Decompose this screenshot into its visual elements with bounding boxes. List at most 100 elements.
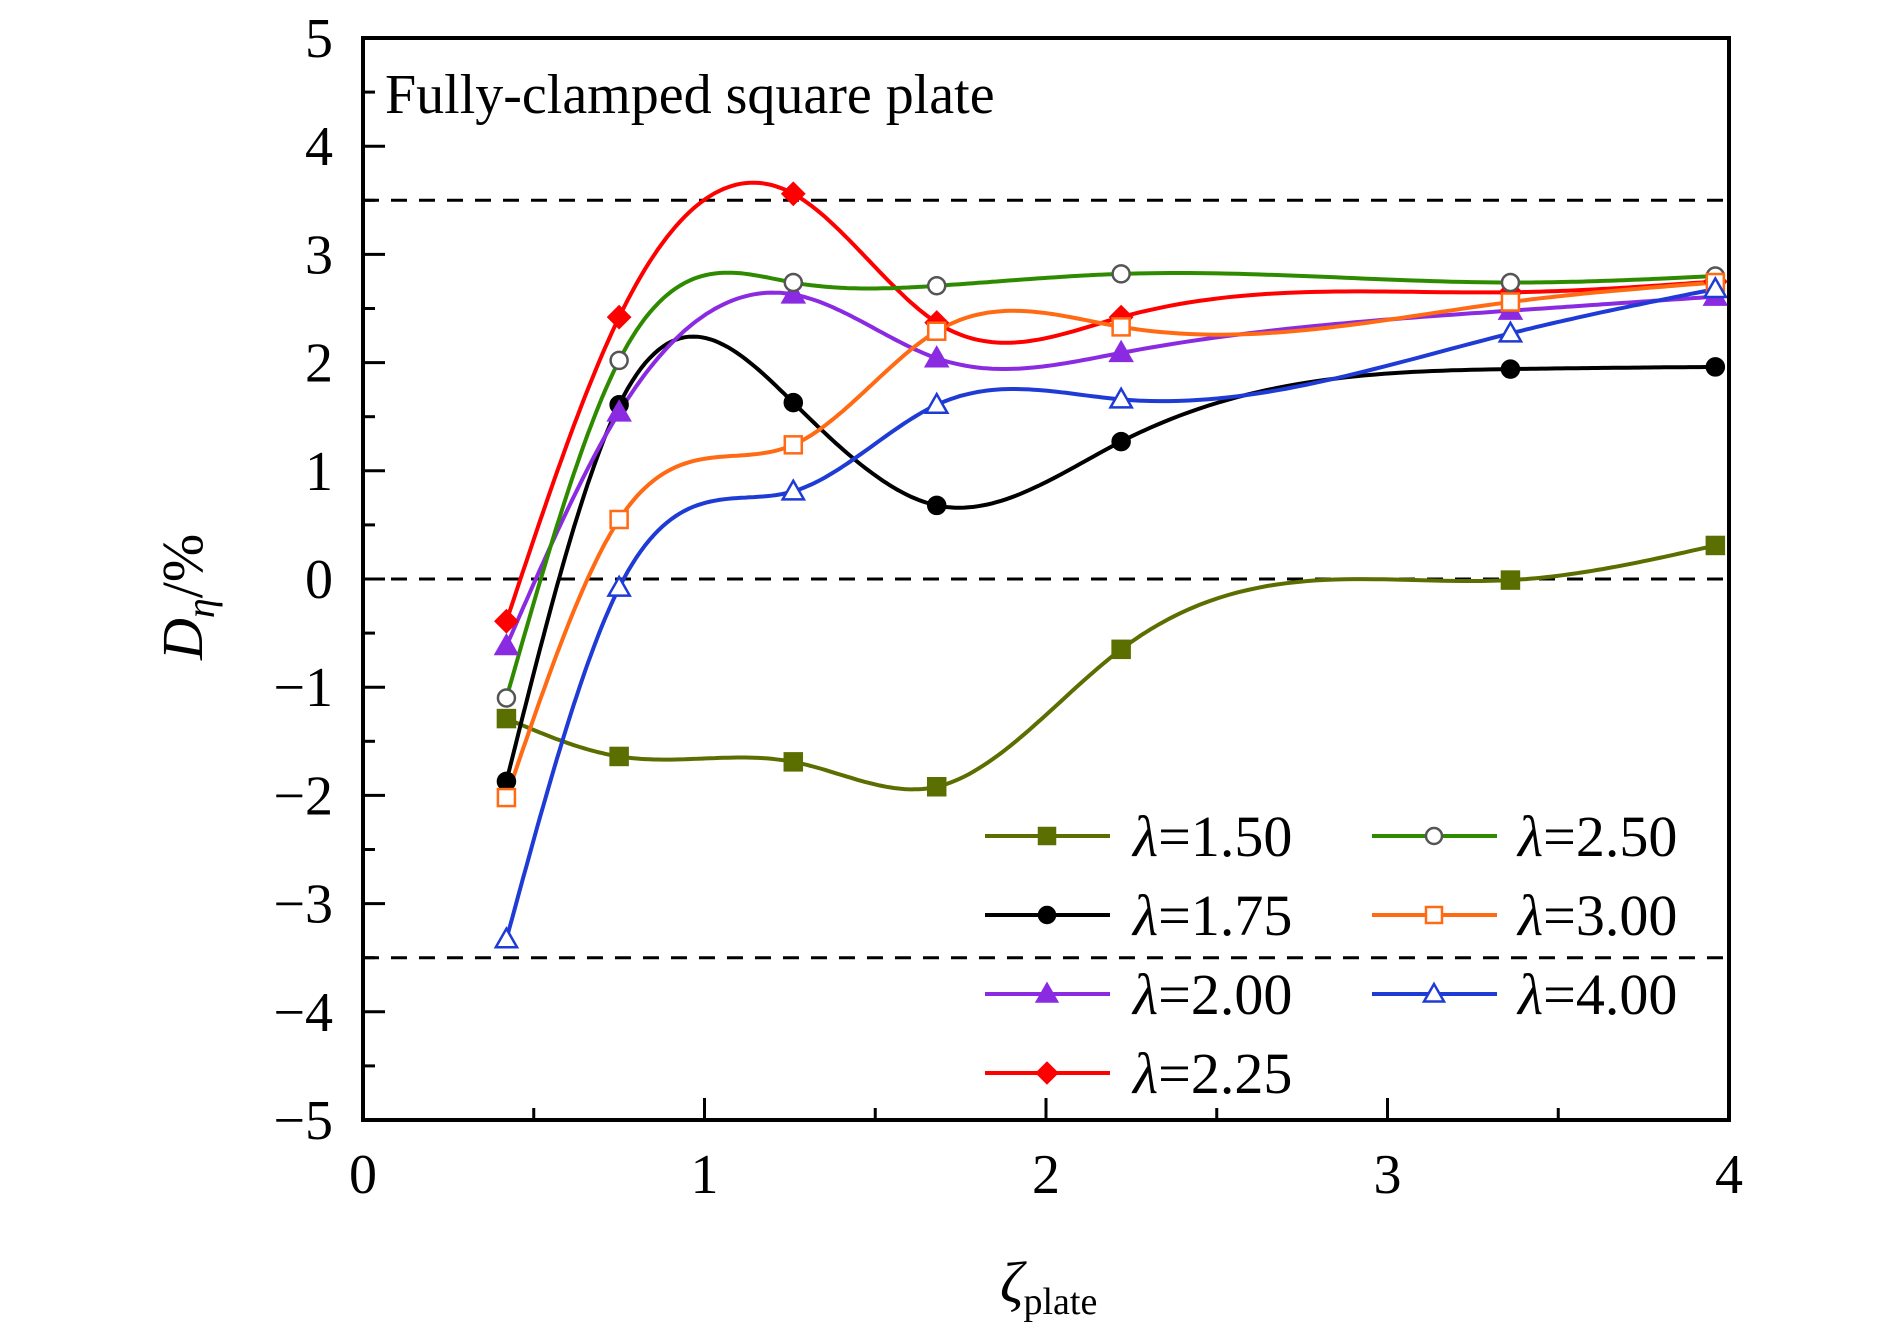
legend-label: λ=2.50	[1516, 804, 1677, 869]
data-point	[783, 435, 804, 455]
data-point	[496, 771, 517, 792]
data-point	[1497, 320, 1524, 343]
legend-item: λ=2.50	[1372, 804, 1677, 869]
legend-label-value: =3.00	[1543, 883, 1677, 948]
data-point	[1500, 272, 1521, 293]
axis-ticks	[361, 36, 1731, 1122]
x-tick-label: 3	[1374, 1144, 1402, 1206]
data-point	[493, 926, 520, 949]
data-point	[496, 688, 517, 708]
data-point	[606, 304, 632, 330]
y-tick-label: 2	[305, 333, 333, 395]
data-point	[926, 776, 947, 797]
legend: λ=1.50λ=1.75λ=2.00λ=2.25λ=2.50λ=3.00λ=4.…	[985, 804, 1677, 1106]
legend-label: λ=2.25	[1131, 1041, 1292, 1106]
x-axis-label-symbol: ζ	[1000, 1250, 1027, 1315]
legend-swatch-marker	[1424, 905, 1444, 925]
x-tick-label: 4	[1715, 1144, 1743, 1206]
reference-lines	[363, 198, 1729, 960]
data-point	[1111, 264, 1131, 284]
data-point	[926, 495, 947, 516]
legend-swatch-marker	[1034, 981, 1060, 1003]
data-point	[1705, 535, 1726, 556]
y-axis-label: Dη/%	[150, 534, 223, 661]
legend-label-value: =2.00	[1158, 962, 1292, 1027]
data-point	[923, 391, 950, 415]
legend-item: λ=2.25	[985, 1041, 1292, 1106]
data-point	[780, 478, 807, 501]
data-point	[783, 752, 804, 772]
x-tick-label: 2	[1032, 1144, 1060, 1206]
legend-label-symbol: λ	[1516, 804, 1543, 869]
legend-label: λ=1.75	[1131, 883, 1292, 948]
y-tick-label: −4	[273, 982, 333, 1044]
data-point	[496, 708, 517, 729]
y-tick-label: −2	[273, 765, 333, 827]
y-tick-label: −3	[273, 874, 333, 936]
legend-label: λ=4.00	[1516, 962, 1677, 1027]
data-point	[783, 392, 804, 413]
legend-swatch-marker	[1035, 1061, 1059, 1085]
y-tick-label: 1	[305, 441, 333, 503]
legend-swatch-marker	[1037, 905, 1057, 925]
data-point	[1500, 292, 1521, 312]
data-point	[926, 276, 947, 296]
data-point	[780, 281, 807, 304]
legend-label-value: =2.25	[1158, 1041, 1292, 1106]
legend-label: λ=1.50	[1131, 804, 1292, 869]
legend-item: λ=3.00	[1372, 883, 1677, 948]
y-axis-label-subscript: η	[178, 598, 223, 618]
series-layer	[493, 180, 1729, 949]
x-tick-label: 1	[691, 1144, 719, 1206]
data-point	[493, 632, 520, 656]
legend-label-symbol: λ	[1516, 883, 1543, 948]
legend-label-symbol: λ	[1131, 883, 1158, 948]
legend-label-symbol: λ	[1131, 962, 1158, 1027]
data-point	[609, 350, 629, 371]
y-tick-label: −1	[273, 657, 333, 719]
legend-label-symbol: λ	[1516, 962, 1543, 1027]
legend-label-value: =4.00	[1543, 962, 1677, 1027]
data-point	[606, 574, 632, 597]
data-point	[780, 181, 806, 207]
legend-item: λ=2.00	[985, 962, 1292, 1027]
data-point	[1500, 570, 1521, 590]
data-point	[606, 399, 632, 422]
tick-labels: 0 1 2 3 4 5 4 3 2 1 0 −1 −2 −3 −4 −5	[273, 8, 1743, 1206]
data-point	[1108, 386, 1134, 409]
legend-label-value: =2.50	[1543, 804, 1677, 869]
y-tick-label: 0	[305, 549, 333, 611]
series-markers-4	[496, 264, 1726, 708]
x-tick-label: 0	[349, 1144, 377, 1206]
legend-label-symbol: λ	[1131, 804, 1158, 869]
data-point	[609, 509, 629, 530]
legend-item: λ=1.50	[985, 804, 1292, 869]
data-point	[494, 608, 519, 634]
data-point	[609, 746, 629, 767]
data-point	[1702, 275, 1729, 299]
data-point	[923, 345, 950, 368]
data-point	[783, 272, 804, 293]
x-axis-label: ζplate	[1000, 1250, 1097, 1323]
x-axis-label-subscript: plate	[1023, 1281, 1097, 1323]
data-point	[1111, 639, 1131, 660]
legend-label-value: =1.50	[1158, 804, 1292, 869]
y-tick-label: 4	[305, 116, 333, 178]
data-point	[496, 787, 517, 808]
y-tick-label: −5	[273, 1090, 333, 1152]
legend-label-value: =1.75	[1158, 883, 1292, 948]
legend-label: λ=2.00	[1131, 962, 1292, 1027]
data-point	[1111, 431, 1131, 452]
legend-label-symbol: λ	[1131, 1041, 1158, 1106]
y-tick-label: 5	[305, 8, 333, 70]
data-point	[1705, 357, 1726, 377]
series-markers-0	[496, 535, 1726, 797]
data-point	[1500, 359, 1521, 379]
legend-item: λ=4.00	[1372, 962, 1677, 1027]
y-axis-label-symbol: D	[150, 618, 215, 661]
y-tick-label: 3	[305, 224, 333, 286]
data-point	[1111, 317, 1131, 337]
data-point	[1108, 339, 1134, 363]
